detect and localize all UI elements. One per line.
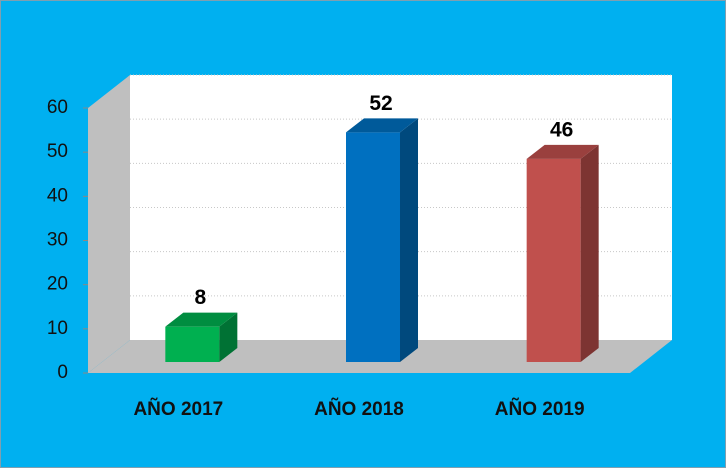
x-tick-label: AÑO 2019 — [495, 398, 585, 420]
bar-side — [400, 118, 418, 362]
y-tick-label: 60 — [47, 97, 68, 118]
y-tick-label: 30 — [47, 230, 68, 251]
bar-top — [526, 144, 599, 159]
y-tick-label: 40 — [47, 185, 68, 206]
bar — [346, 118, 418, 362]
bar-front — [165, 326, 220, 362]
bar — [165, 312, 238, 362]
bar — [526, 144, 599, 362]
bar-side — [219, 312, 238, 362]
y-tick-label: 20 — [47, 274, 68, 295]
side-wall — [88, 75, 130, 373]
bars — [165, 118, 599, 362]
bar-top — [346, 118, 418, 133]
x-tick-label: AÑO 2018 — [314, 398, 404, 420]
bar-top — [165, 312, 238, 327]
data-label: 52 — [369, 92, 392, 115]
y-tick-label: 50 — [47, 141, 68, 162]
bar-side — [580, 144, 599, 362]
bar-front — [346, 132, 400, 362]
data-label: 8 — [194, 286, 206, 309]
y-tick-label: 10 — [47, 318, 68, 339]
x-tick-label: AÑO 2017 — [133, 398, 223, 420]
y-tick-label: 0 — [57, 362, 68, 383]
data-label: 46 — [550, 118, 573, 141]
bar-front — [526, 158, 581, 362]
